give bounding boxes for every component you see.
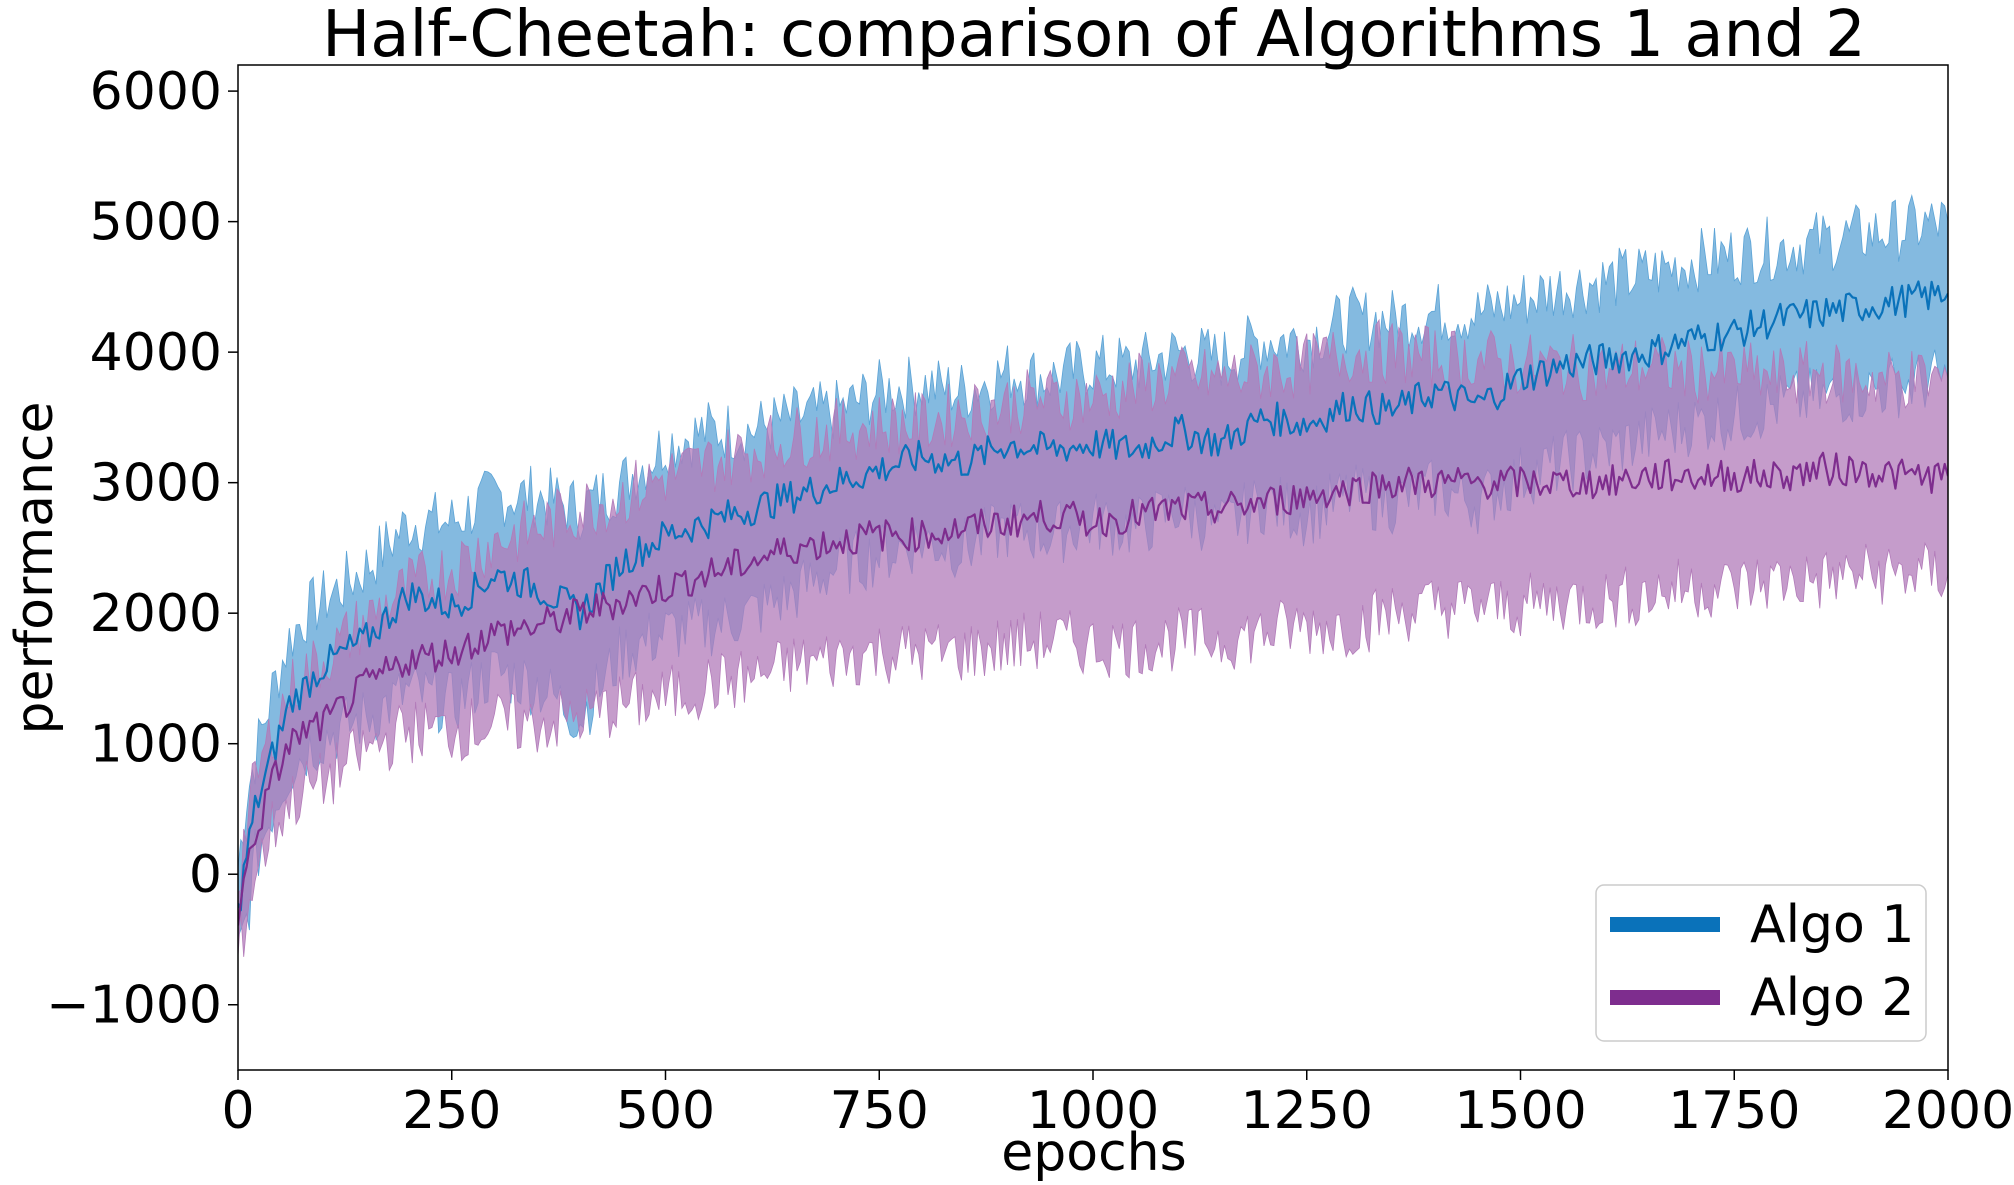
y-tick-label-6000: 6000 [90,62,222,122]
x-tick-label-250: 250 [402,1081,501,1141]
line-algo-2 [238,451,1948,926]
legend-swatch-algo-1 [1610,917,1720,932]
x-tick-label-0: 0 [221,1081,254,1141]
x-tick-label-500: 500 [616,1081,715,1141]
legend-label-algo-1: Algo 1 [1750,895,1914,955]
x-tick-label-1750: 1750 [1668,1081,1800,1141]
x-axis-ticks: 0 250 500 750 1000 1250 1500 1750 2000 [221,1070,2014,1141]
mean-lines [238,280,1948,926]
line-algo-1 [238,280,1948,912]
legend-label-algo-2: Algo 2 [1750,968,1914,1028]
y-tick-label-4000: 4000 [90,323,222,383]
y-tick-label-1000: 1000 [90,715,222,775]
y-tick-label-2000: 2000 [90,584,222,644]
y-tick-label-3000: 3000 [90,454,222,514]
legend-swatch-algo-2 [1610,990,1720,1005]
chart-title: Half-Cheetah: comparison of Algorithms 1… [322,0,1866,72]
legend: Algo 1 Algo 2 [1595,884,1927,1042]
x-tick-label-1250: 1250 [1241,1081,1373,1141]
confidence-bands [238,193,1948,957]
y-axis-label: performance [5,401,65,734]
band-algo-2 [238,318,1948,957]
x-tick-label-750: 750 [830,1081,929,1141]
y-axis-ticks: −1000 0 1000 2000 3000 4000 5000 6000 [46,62,238,1036]
x-tick-label-2000: 2000 [1882,1081,2014,1141]
y-tick-label-0: 0 [189,845,222,905]
x-tick-label-1500: 1500 [1454,1081,1586,1141]
x-tick-label-1000: 1000 [1027,1081,1159,1141]
x-axis-label: epochs [1001,1123,1186,1183]
y-tick-label--1000: −1000 [46,976,222,1036]
y-tick-label-5000: 5000 [90,193,222,253]
